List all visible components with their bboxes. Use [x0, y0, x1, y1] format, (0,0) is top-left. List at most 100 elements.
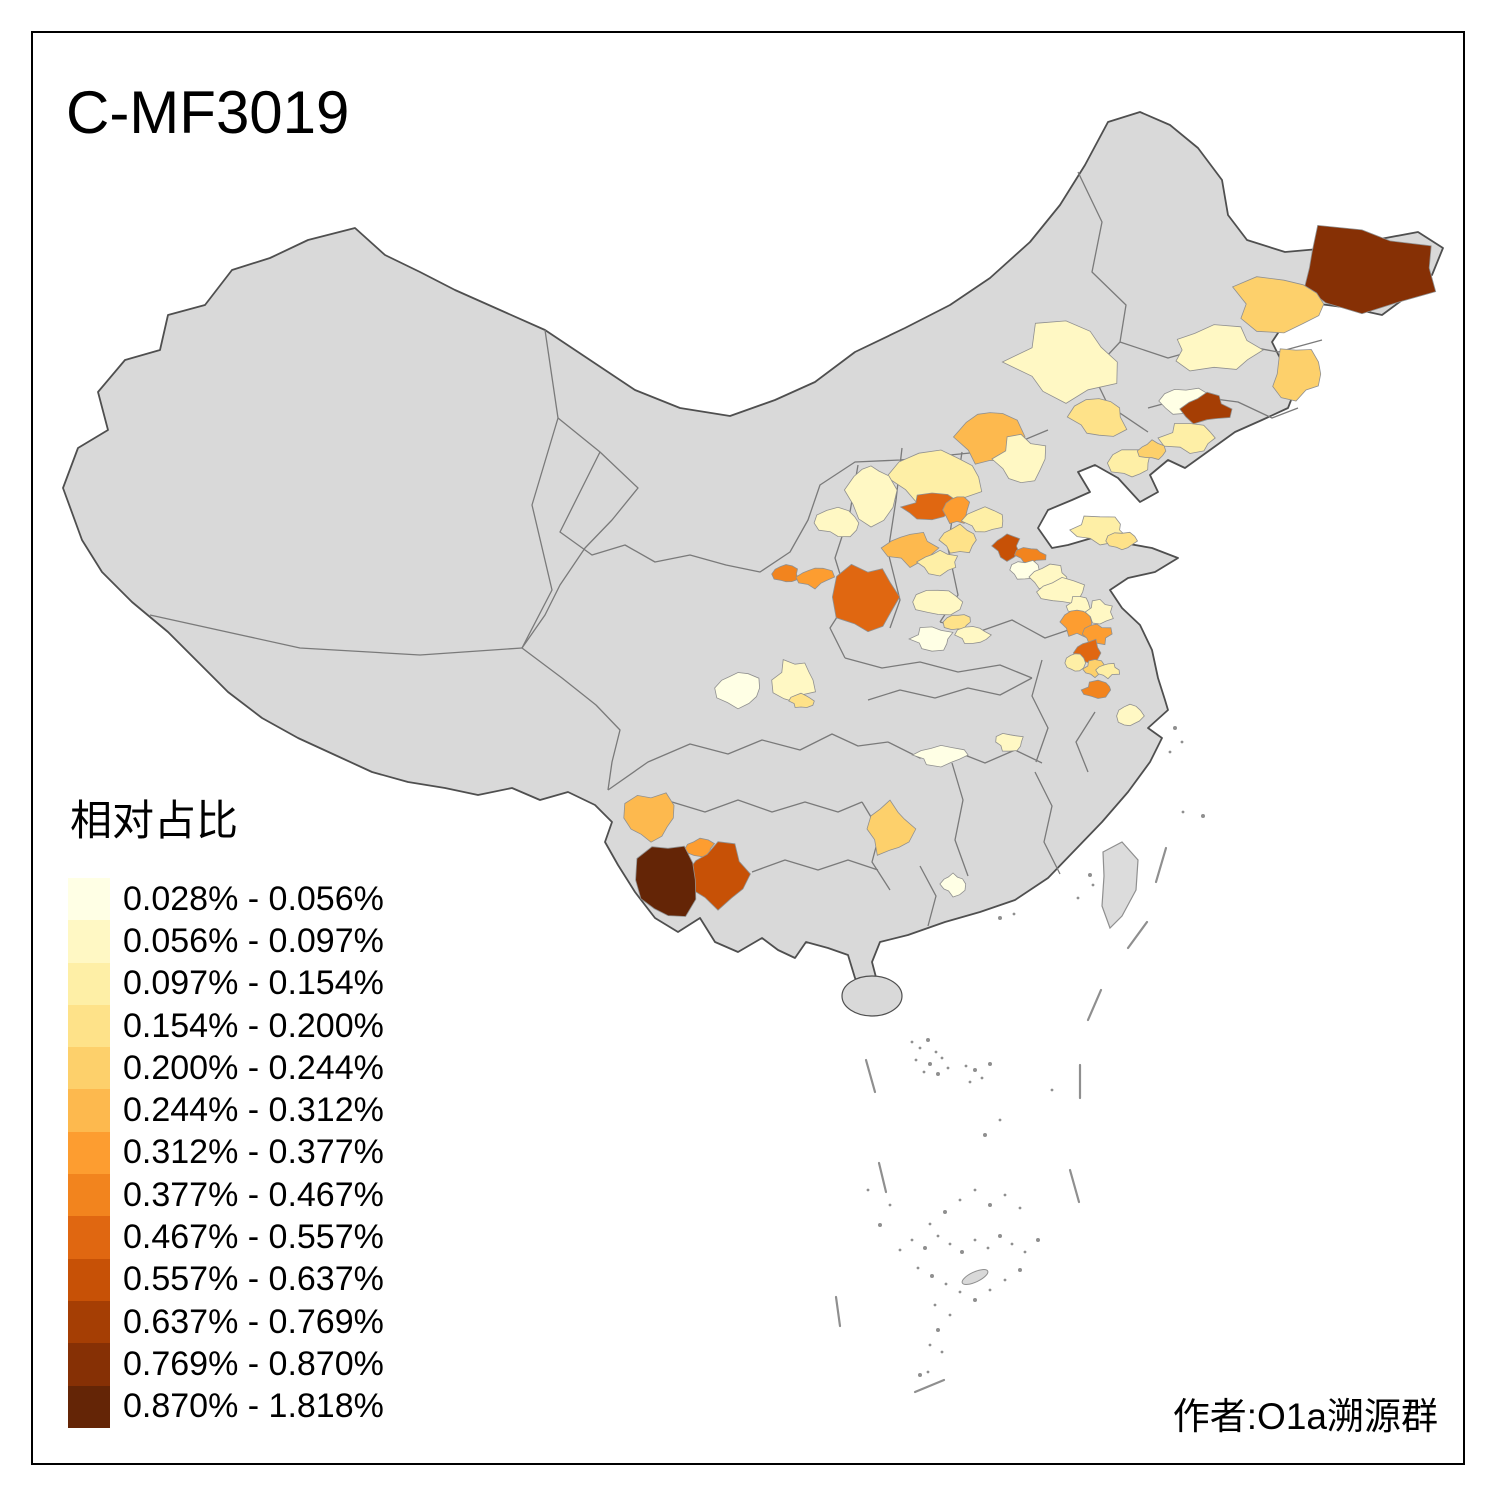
- legend-item: 0.637% - 0.769%: [68, 1300, 384, 1344]
- island-dot: [1201, 814, 1205, 818]
- china-mainland: [62, 111, 1444, 1001]
- legend-swatch: [68, 878, 110, 921]
- island-dot: [973, 1298, 977, 1302]
- island-dot: [1003, 1278, 1007, 1282]
- island-dot: [1180, 740, 1184, 744]
- legend-swatch: [68, 1131, 110, 1175]
- map-region: [938, 523, 977, 554]
- island-dot: [1012, 912, 1016, 916]
- island-dot: [948, 1242, 952, 1246]
- island-dot: [1168, 750, 1172, 754]
- island-dot: [968, 1080, 972, 1084]
- legend-label: 0.244% - 0.312%: [123, 1091, 384, 1130]
- island-dot: [973, 1188, 977, 1192]
- island-dot: [936, 1072, 940, 1076]
- island-dot: [914, 1058, 918, 1062]
- map-region: [623, 792, 675, 843]
- author-credit: 作者:O1a溯源群: [1172, 1396, 1438, 1437]
- map-region: [915, 549, 959, 577]
- legend-label: 0.028% - 0.056%: [123, 879, 384, 918]
- map-region: [1157, 423, 1216, 454]
- island-dot: [916, 1266, 920, 1270]
- offshore-islet: [961, 1269, 989, 1285]
- island-dot: [1091, 883, 1095, 887]
- nine-dash-line: [834, 846, 1168, 1394]
- island-dot: [910, 1040, 914, 1044]
- legend-label: 0.637% - 0.769%: [123, 1302, 384, 1341]
- taiwan-island: [1101, 841, 1139, 930]
- south-sea-island-dots: [866, 726, 1205, 1377]
- map-region: [1116, 703, 1145, 727]
- map-region: [991, 533, 1021, 562]
- island-dot: [1010, 1242, 1014, 1246]
- island-dot: [980, 1076, 984, 1080]
- island-dot: [910, 1238, 914, 1242]
- legend-swatch: [68, 1216, 110, 1259]
- legend-item: 0.200% - 0.244%: [68, 1047, 384, 1090]
- map-region: [1136, 439, 1167, 460]
- map-region: [960, 506, 1004, 533]
- legend-label: 0.312% - 0.377%: [123, 1133, 384, 1172]
- legend-item: 0.377% - 0.467%: [68, 1174, 384, 1217]
- map-region: [771, 564, 799, 583]
- legend-label: 0.467% - 0.557%: [123, 1218, 384, 1257]
- map-region: [866, 799, 917, 856]
- legend-label: 0.557% - 0.637%: [123, 1260, 384, 1299]
- page-title: C-MF3019: [66, 79, 350, 146]
- prefecture-patches: [623, 224, 1437, 917]
- island-dot: [988, 1203, 992, 1207]
- island-dot: [1088, 873, 1092, 877]
- island-dot: [1036, 1238, 1040, 1242]
- island-dot: [946, 1066, 950, 1070]
- legend-item: 0.056% - 0.097%: [68, 920, 384, 963]
- map-region: [714, 672, 761, 710]
- legend: 相对占比 0.028% - 0.056% 0.056% - 0.097% 0.097…: [68, 800, 384, 1428]
- map-region: [813, 506, 860, 538]
- island-dot: [878, 1223, 882, 1227]
- island-dot: [998, 1234, 1002, 1238]
- legend-label: 0.769% - 0.870%: [123, 1344, 384, 1383]
- island-dot: [944, 1282, 948, 1286]
- island-dot: [983, 1133, 987, 1137]
- island-dot: [918, 1373, 922, 1377]
- island-dot: [940, 1350, 944, 1354]
- island-dot: [1173, 726, 1177, 730]
- legend-item: 0.312% - 0.377%: [68, 1131, 384, 1175]
- island-dot: [973, 1238, 977, 1242]
- island-dot: [964, 1064, 968, 1068]
- legend-item: 0.154% - 0.200%: [68, 1004, 384, 1048]
- island-dot: [940, 1056, 944, 1060]
- island-dot: [888, 1203, 892, 1207]
- map-region: [954, 626, 993, 644]
- island-dot: [986, 1246, 990, 1250]
- map-region: [635, 845, 697, 917]
- island-dot: [1018, 1268, 1022, 1272]
- legend-swatch: [68, 920, 110, 963]
- island-dot: [898, 1248, 902, 1252]
- island-dot: [988, 1288, 992, 1292]
- map-region: [1304, 224, 1437, 315]
- island-dot: [998, 1118, 1002, 1122]
- map-region: [795, 567, 836, 590]
- legend-label: 0.097% - 0.154%: [123, 964, 384, 1003]
- legend-swatch: [68, 1258, 110, 1301]
- legend-item: 0.097% - 0.154%: [68, 962, 384, 1005]
- legend-swatch: [68, 1385, 110, 1428]
- map-region: [1105, 531, 1139, 551]
- map-region: [1175, 324, 1264, 372]
- legend-label: 0.056% - 0.097%: [123, 921, 384, 960]
- map-region: [912, 589, 964, 616]
- map-region: [995, 732, 1024, 752]
- island-dot: [936, 1234, 940, 1238]
- map-region: [1231, 276, 1325, 334]
- map-region: [911, 744, 969, 768]
- island-dot: [960, 1250, 964, 1254]
- legend-item: 0.244% - 0.312%: [68, 1089, 384, 1132]
- legend-label: 0.870% - 1.818%: [123, 1387, 384, 1426]
- map-region: [939, 872, 967, 898]
- legend-swatch: [68, 1300, 110, 1344]
- map-region: [991, 433, 1047, 484]
- map-region: [908, 626, 954, 652]
- island-dot: [926, 1038, 930, 1042]
- legend-rows: 0.028% - 0.056% 0.056% - 0.097% 0.097% - 0…: [68, 878, 384, 1428]
